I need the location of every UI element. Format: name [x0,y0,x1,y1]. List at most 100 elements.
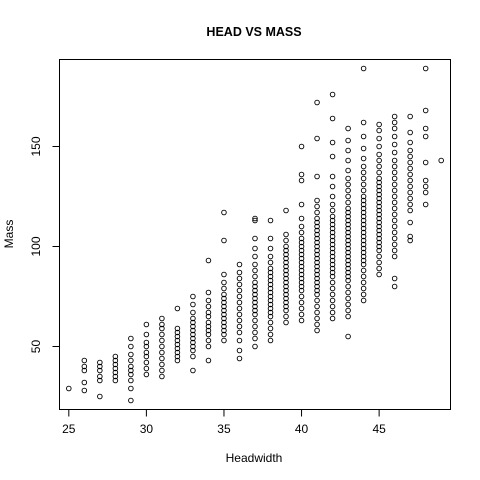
scatter-point [190,331,196,338]
scatter-point [345,265,351,272]
scatter-point [81,367,88,374]
scatter-point [314,321,320,328]
scatter-point [143,353,150,360]
scatter-point [345,313,351,320]
scatter-point [236,261,243,268]
scatter-point [221,327,227,334]
scatter-point [221,311,227,318]
scatter-point [345,221,351,228]
chart-title: HEAD VS MASS [206,25,301,39]
scatter-point [267,309,274,316]
scatter-point [376,203,382,210]
scatter-point [252,329,258,336]
scatter-point [329,297,336,304]
scatter-point [391,275,398,282]
scatter-point [329,291,336,298]
scatter-point [360,197,367,204]
scatter-point [283,307,289,314]
scatter-point [376,151,382,158]
scatter-point [329,229,336,236]
scatter-point [376,259,382,266]
scatter-point [205,289,212,296]
scatter-point [360,237,367,244]
scatter-point [391,163,398,170]
scatter-point [314,209,320,216]
scatter-point [298,201,305,208]
scatter-point [143,331,150,338]
scatter-point [298,223,305,230]
scatter-point [314,173,320,180]
y-axis-ticks: 50 100 150 [29,136,60,353]
scatter-point [236,287,243,294]
scatter-point [314,283,320,290]
scatter-point [298,293,305,300]
scatter-point [267,293,274,300]
scatter-point [329,257,336,264]
scatter-point [345,295,351,302]
scatter-point [283,287,289,294]
scatter-point [314,197,320,204]
scatter-point [314,259,320,266]
scatter-point [314,291,320,298]
scatter-point [314,315,320,322]
scatter-point [205,313,212,320]
scatter-point [360,187,367,194]
scatter-point [236,299,243,306]
scatter-point [298,299,305,306]
scatter-point [407,189,413,196]
scatter-point [422,133,429,140]
scatter-point [329,279,336,286]
scatter-point [360,169,367,176]
scatter-point [221,295,227,302]
scatter-point [407,195,413,202]
scatter-point [267,245,274,252]
scatter-point [128,377,134,384]
scatter-point [267,269,274,276]
scatter-point [407,233,413,240]
scatter-point [159,355,165,362]
scatter-point [360,119,367,126]
scatter-point [252,343,258,350]
scatter-point [360,279,367,286]
scatter-point [438,157,444,164]
scatter-point [267,319,274,326]
scatter-point [143,371,150,378]
scatter-point [391,199,398,206]
scatter-point [159,361,165,368]
scatter-point [329,285,336,292]
scatter-point [422,159,429,166]
scatter-point [252,335,258,342]
scatter-point [252,253,258,260]
scatter-point [391,157,398,164]
scatter-point [236,293,243,300]
scatter-point [329,183,336,190]
scatter-point [267,297,274,304]
scatter-point [376,163,382,170]
scatter-point [345,283,351,290]
scatter-point [391,229,398,236]
scatter-point [345,217,351,224]
scatter-point [283,231,289,238]
scatter-point [329,245,336,252]
scatter-point [345,181,351,188]
scatter-point [252,307,258,314]
scatter-point [252,317,258,324]
scatter-point [314,243,320,250]
scatter-point [159,325,165,332]
scatter-point [159,343,165,350]
scatter-point [252,261,258,268]
scatter-point [298,263,305,270]
scatter-point [407,177,413,184]
scatter-point [221,337,227,344]
scatter-point [345,237,351,244]
scatter-point [205,297,212,304]
scatter-point [407,153,413,160]
scatter-point [283,267,289,274]
scatter-point [283,251,289,258]
scatter-point [314,231,320,238]
x-axis-label: Headwidth [226,451,283,465]
scatter-point [360,285,367,292]
scatter-point [376,265,382,272]
x-tick-label: 30 [140,422,154,436]
